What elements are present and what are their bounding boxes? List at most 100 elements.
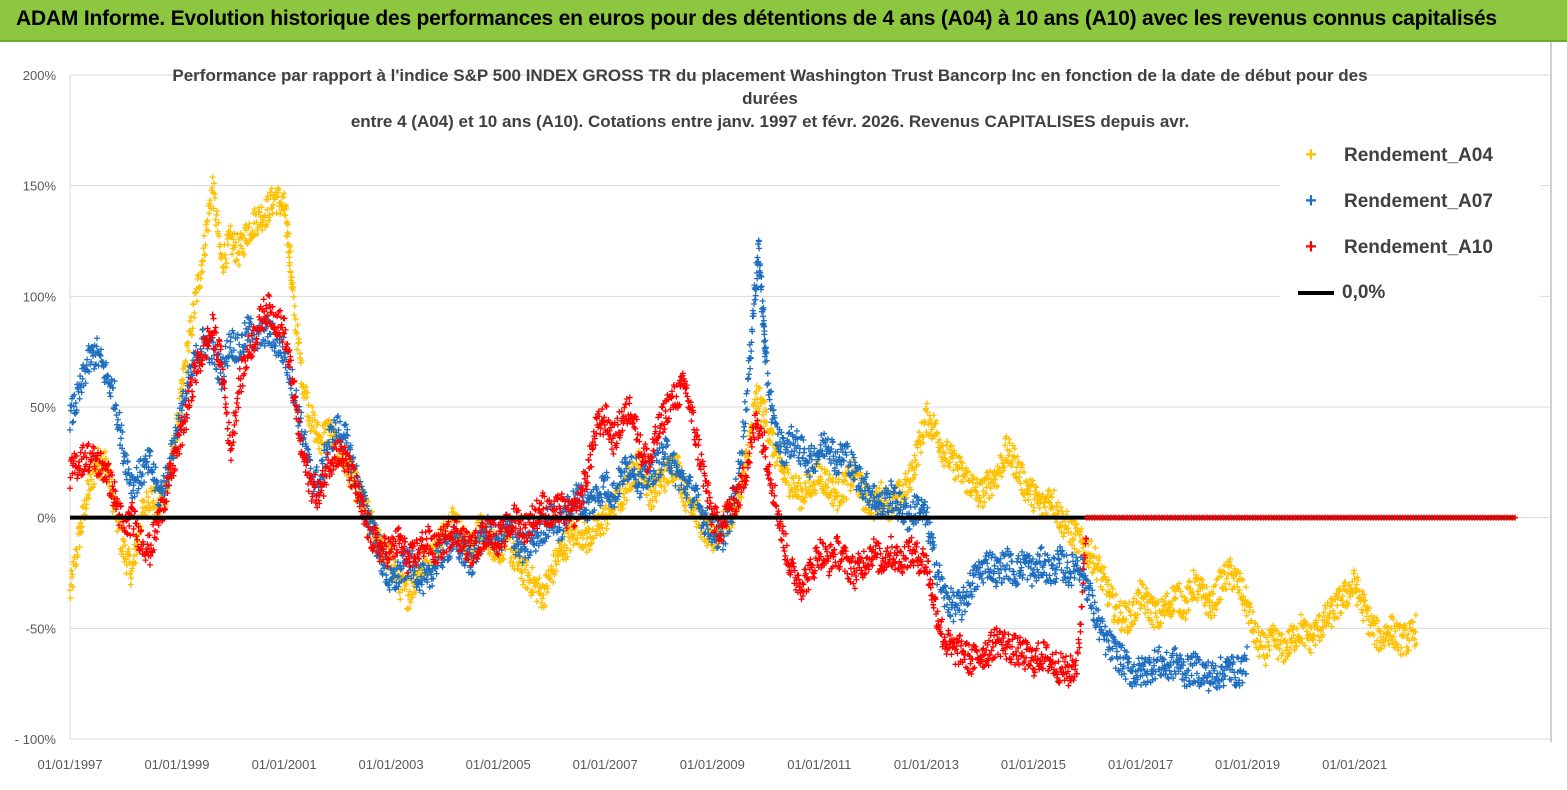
data-point bbox=[106, 389, 113, 396]
data-point bbox=[234, 231, 241, 238]
data-point bbox=[191, 309, 198, 316]
data-point bbox=[586, 546, 593, 553]
data-point bbox=[930, 412, 937, 419]
data-point bbox=[519, 581, 526, 588]
data-point bbox=[85, 480, 92, 487]
data-point bbox=[287, 385, 294, 392]
data-point bbox=[510, 559, 517, 566]
data-point bbox=[540, 591, 547, 598]
y-tick-label: 200% bbox=[23, 68, 57, 83]
data-point bbox=[240, 232, 247, 239]
data-point bbox=[303, 394, 310, 401]
data-point bbox=[1243, 584, 1250, 591]
data-point bbox=[668, 456, 675, 463]
data-point bbox=[68, 567, 75, 574]
data-point bbox=[448, 519, 455, 526]
data-point bbox=[87, 471, 94, 478]
data-point bbox=[258, 204, 265, 211]
data-point bbox=[567, 547, 574, 554]
data-point bbox=[200, 326, 207, 333]
data-point bbox=[202, 241, 209, 248]
data-point bbox=[681, 503, 688, 510]
data-point bbox=[564, 553, 571, 560]
data-point bbox=[449, 505, 456, 512]
data-point bbox=[656, 490, 663, 497]
data-point bbox=[269, 205, 276, 212]
data-point bbox=[543, 582, 550, 589]
data-point bbox=[878, 479, 885, 486]
data-point bbox=[190, 301, 197, 308]
x-tick-label: 01/01/2017 bbox=[1108, 757, 1173, 772]
data-point bbox=[1037, 545, 1044, 552]
data-point bbox=[317, 434, 324, 441]
x-tick-label: 01/01/2019 bbox=[1215, 757, 1280, 772]
data-point bbox=[1096, 554, 1103, 561]
data-point bbox=[1091, 599, 1098, 606]
data-point bbox=[69, 583, 76, 590]
data-point bbox=[185, 339, 192, 346]
data-point bbox=[264, 206, 271, 213]
data-point bbox=[1064, 559, 1071, 566]
data-point bbox=[210, 205, 217, 212]
data-point bbox=[602, 502, 609, 509]
data-point bbox=[561, 530, 568, 537]
data-point bbox=[263, 221, 270, 228]
data-point bbox=[127, 571, 134, 578]
data-point bbox=[266, 217, 273, 224]
data-point bbox=[313, 463, 320, 470]
x-tick-label: 01/01/2015 bbox=[1001, 757, 1066, 772]
data-point bbox=[305, 402, 312, 409]
data-point bbox=[657, 478, 664, 485]
data-point bbox=[84, 477, 91, 484]
data-point bbox=[662, 487, 669, 494]
data-point bbox=[537, 591, 544, 598]
report-banner: ADAM Informe. Evolution historique des p… bbox=[0, 0, 1567, 42]
data-point bbox=[86, 495, 93, 502]
y-tick-label: 50% bbox=[30, 400, 56, 415]
data-point bbox=[122, 556, 129, 563]
data-point bbox=[259, 227, 266, 234]
data-point bbox=[120, 537, 127, 544]
data-point bbox=[197, 345, 204, 352]
data-point bbox=[661, 483, 668, 490]
data-point bbox=[547, 576, 554, 583]
data-point bbox=[1330, 610, 1337, 617]
data-point bbox=[524, 585, 531, 592]
data-point bbox=[741, 427, 748, 434]
data-point bbox=[1351, 567, 1358, 574]
data-point bbox=[788, 423, 795, 430]
data-point bbox=[636, 494, 643, 501]
data-point bbox=[179, 376, 186, 383]
data-point bbox=[562, 550, 569, 557]
data-point bbox=[141, 497, 148, 504]
data-point bbox=[199, 258, 206, 265]
data-point bbox=[553, 561, 560, 568]
data-point bbox=[761, 328, 768, 335]
data-point bbox=[433, 570, 440, 577]
x-tick-label: 01/01/2005 bbox=[466, 757, 531, 772]
data-point bbox=[405, 592, 412, 599]
data-point bbox=[574, 535, 581, 542]
data-point bbox=[500, 555, 507, 562]
data-point bbox=[1265, 642, 1272, 649]
data-point bbox=[821, 430, 828, 437]
data-point bbox=[286, 254, 293, 261]
data-point bbox=[1405, 630, 1412, 637]
data-point bbox=[102, 448, 109, 455]
data-point bbox=[424, 557, 431, 564]
data-point bbox=[214, 208, 221, 215]
data-point bbox=[227, 223, 234, 230]
data-point bbox=[818, 431, 825, 438]
data-point bbox=[1312, 642, 1319, 649]
report-banner-title: ADAM Informe. Evolution historique des p… bbox=[16, 7, 1497, 30]
data-point bbox=[527, 549, 534, 556]
data-point bbox=[265, 196, 272, 203]
x-tick-label: 01/01/2003 bbox=[359, 757, 424, 772]
data-point bbox=[286, 259, 293, 266]
data-point bbox=[67, 426, 73, 433]
data-point bbox=[623, 497, 630, 504]
data-point bbox=[1111, 613, 1118, 620]
data-point bbox=[298, 357, 305, 364]
data-point bbox=[309, 403, 316, 410]
data-point bbox=[189, 331, 196, 338]
